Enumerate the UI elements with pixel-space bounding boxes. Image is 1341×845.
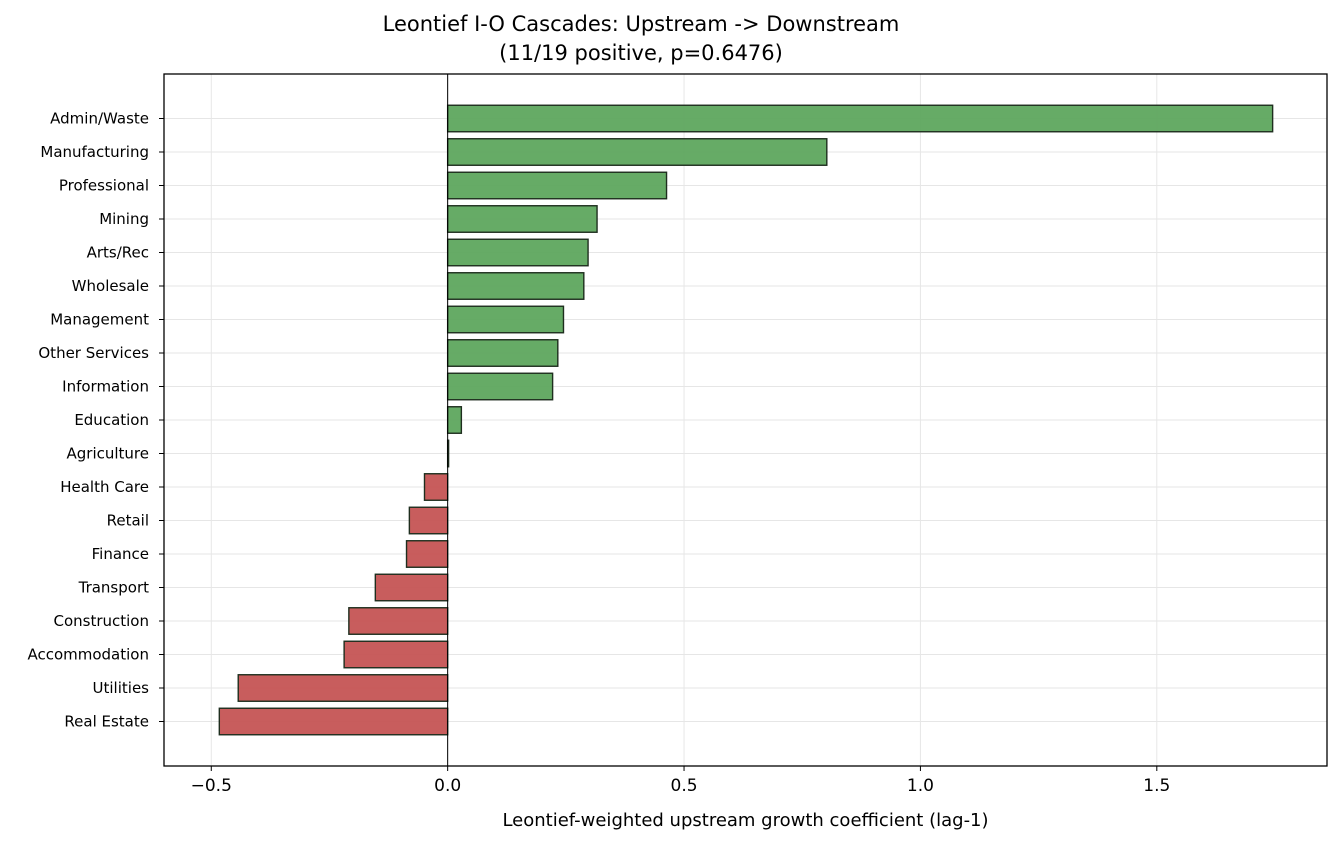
- bar-wholesale: [446, 272, 585, 300]
- x-tick-label: 1.0: [907, 776, 934, 796]
- y-tick-label: Other Services: [38, 344, 149, 362]
- x-axis-ticks: −0.5 0.0 0.5 1.0 1.5: [191, 766, 1170, 796]
- bar-finance: [405, 540, 449, 568]
- bar-manufacturing: [446, 138, 828, 166]
- bar-utilities: [237, 674, 449, 702]
- y-tick-label: Health Care: [60, 478, 149, 496]
- bar-health-care: [423, 473, 449, 501]
- y-tick-label: Finance: [92, 545, 149, 563]
- bar-mining: [446, 205, 598, 233]
- x-tick-label: −0.5: [191, 776, 232, 796]
- y-tick-label: Manufacturing: [40, 143, 149, 161]
- bar-construction: [348, 607, 449, 635]
- y-tick-label: Management: [50, 311, 149, 329]
- bars-layer: [218, 104, 1274, 736]
- y-tick-label: Agriculture: [67, 445, 150, 463]
- bar-arts-rec: [446, 238, 589, 267]
- y-tick-label: Construction: [53, 612, 149, 630]
- bar-information: [446, 372, 554, 401]
- bar-retail: [408, 506, 449, 535]
- bar-transport: [374, 573, 449, 602]
- chart-subtitle: (11/19 positive, p=0.6476): [499, 41, 783, 65]
- bar-education: [446, 406, 463, 434]
- x-tick-label: 1.5: [1143, 776, 1170, 796]
- y-tick-label: Professional: [59, 177, 149, 195]
- y-tick-label: Wholesale: [72, 277, 149, 295]
- y-tick-label: Retail: [107, 512, 149, 530]
- y-axis-ticks: Admin/Waste Manufacturing Professional Mini…: [27, 110, 164, 731]
- y-tick-label: Education: [74, 411, 149, 429]
- chart-title: Leontief I-O Cascades: Upstream -> Downs…: [382, 12, 900, 36]
- y-tick-label: Real Estate: [64, 713, 149, 731]
- x-tick-label: 0.0: [434, 776, 461, 796]
- bar-admin-waste: [446, 104, 1274, 133]
- x-axis-label: Leontief-weighted upstream growth coeffi…: [502, 810, 988, 831]
- y-tick-label: Mining: [99, 210, 149, 228]
- x-tick-label: 0.5: [671, 776, 698, 796]
- y-tick-label: Arts/Rec: [87, 244, 149, 262]
- bar-other-services: [446, 339, 559, 367]
- y-tick-label: Accommodation: [27, 646, 149, 664]
- bar-real-estate: [218, 707, 449, 736]
- y-tick-label: Admin/Waste: [50, 110, 149, 128]
- y-tick-label: Utilities: [93, 679, 150, 697]
- y-tick-label: Information: [62, 378, 149, 396]
- bar-accommodation: [343, 640, 449, 669]
- grid-layer: [164, 74, 1327, 766]
- y-tick-label: Transport: [78, 579, 150, 597]
- bar-professional: [446, 171, 668, 200]
- bar-management: [446, 305, 565, 334]
